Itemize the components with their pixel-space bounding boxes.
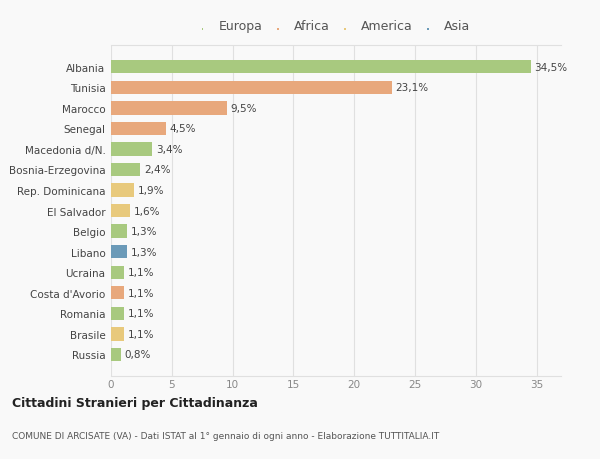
Text: 34,5%: 34,5% xyxy=(534,62,568,73)
Text: 1,1%: 1,1% xyxy=(128,329,155,339)
Bar xyxy=(111,348,121,361)
Text: 3,4%: 3,4% xyxy=(156,145,182,155)
Text: 0,8%: 0,8% xyxy=(124,350,151,360)
Text: 1,1%: 1,1% xyxy=(128,309,155,319)
Text: 2,4%: 2,4% xyxy=(144,165,170,175)
Bar xyxy=(111,81,392,95)
Bar xyxy=(111,102,227,115)
Legend: Europa, Africa, America, Asia: Europa, Africa, America, Asia xyxy=(202,20,470,33)
Text: 1,9%: 1,9% xyxy=(138,185,164,196)
Bar xyxy=(111,123,166,136)
Bar xyxy=(111,307,124,320)
Text: Cittadini Stranieri per Cittadinanza: Cittadini Stranieri per Cittadinanza xyxy=(12,396,258,409)
Text: COMUNE DI ARCISATE (VA) - Dati ISTAT al 1° gennaio di ogni anno - Elaborazione T: COMUNE DI ARCISATE (VA) - Dati ISTAT al … xyxy=(12,431,439,440)
Bar xyxy=(111,163,140,177)
Text: 9,5%: 9,5% xyxy=(230,104,257,113)
Text: 1,1%: 1,1% xyxy=(128,268,155,278)
Text: 4,5%: 4,5% xyxy=(169,124,196,134)
Text: 1,1%: 1,1% xyxy=(128,288,155,298)
Bar xyxy=(111,246,127,259)
Text: 23,1%: 23,1% xyxy=(395,83,429,93)
Bar xyxy=(111,328,124,341)
Text: 1,3%: 1,3% xyxy=(130,247,157,257)
Bar xyxy=(111,143,152,156)
Text: 1,6%: 1,6% xyxy=(134,206,161,216)
Text: 1,3%: 1,3% xyxy=(130,227,157,237)
Bar xyxy=(111,204,130,218)
Bar xyxy=(111,266,124,280)
Bar xyxy=(111,184,134,197)
Bar xyxy=(111,286,124,300)
Bar xyxy=(111,225,127,238)
Bar xyxy=(111,61,530,74)
